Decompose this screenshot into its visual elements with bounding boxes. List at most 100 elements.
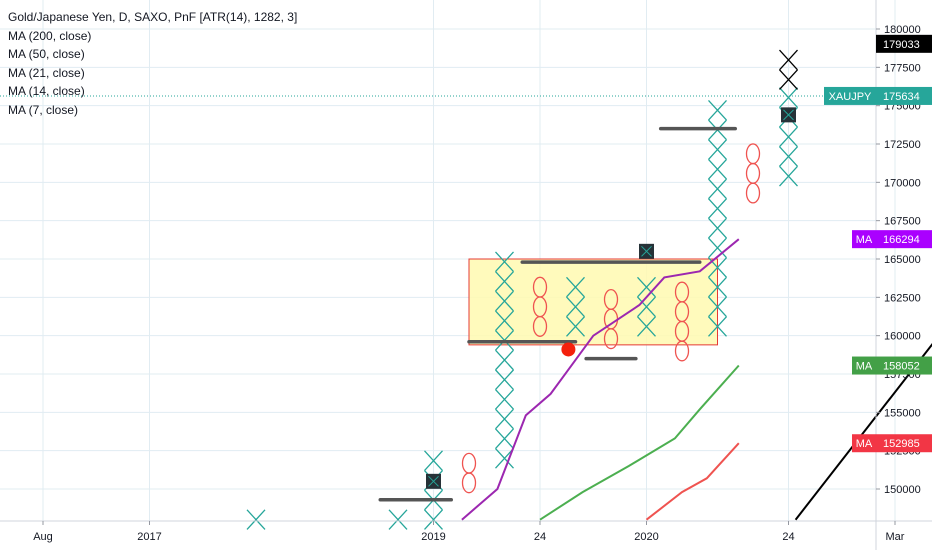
x-mark: [566, 316, 585, 337]
o-mark: [674, 281, 690, 303]
x-mark: [779, 165, 798, 187]
pnf-marks: [246, 49, 798, 530]
x-mark: [708, 178, 727, 200]
badge-label: MA: [856, 361, 873, 373]
badge-value-bg: [876, 230, 932, 249]
o-mark: [461, 452, 477, 474]
x-mark: [708, 99, 727, 121]
o-mark: [745, 143, 761, 165]
badge-label: XAUJPY: [829, 91, 872, 103]
badge-value: 175634: [883, 91, 920, 103]
x-mark: [637, 276, 656, 298]
badge-value-bg: [876, 34, 932, 53]
x-mark: [708, 217, 727, 239]
o-mark: [532, 276, 548, 298]
price-axis[interactable]: 1500001525001550001575001600001625001650…: [875, 0, 921, 550]
legend-ma-21[interactable]: MA (21, close): [8, 65, 85, 80]
time-tick-label: Mar: [886, 531, 905, 543]
x-mark: [495, 448, 514, 469]
ma-line-purple: [461, 238, 740, 521]
legend-ma-50[interactable]: MA (50, close): [8, 47, 85, 61]
x-mark: [388, 509, 408, 530]
x-mark: [779, 69, 798, 90]
time-axis[interactable]: AprAug2017201924202024Mar9: [0, 520, 932, 543]
x-mark: [495, 428, 514, 449]
badge-value-bg: [876, 86, 932, 105]
ma-line-red: [645, 442, 740, 521]
chart-legend: Gold/Japanese Yen, D, SAXO, PnF [ATR(14)…: [8, 8, 297, 119]
price-tick-label: 170000: [884, 177, 921, 189]
x-mark: [566, 276, 585, 298]
x-mark: [495, 389, 514, 410]
x-mark: [779, 49, 798, 71]
time-tick-label: 2017: [137, 531, 161, 543]
x-mark: [495, 310, 514, 331]
x-mark: [708, 158, 727, 180]
x-mark: [708, 276, 727, 298]
badge-value: 158052: [883, 361, 920, 373]
x-mark: [708, 139, 727, 160]
badge-label-bg: [852, 434, 876, 453]
x-mark: [495, 369, 514, 390]
badge-label-bg: [824, 86, 876, 105]
legend-ma-7[interactable]: MA (7, close): [8, 102, 79, 117]
badge-value: 152985: [883, 438, 920, 450]
o-mark: [603, 288, 619, 310]
legend-ma-14[interactable]: MA (14, close): [8, 84, 85, 98]
badge-label: MA: [856, 438, 873, 450]
x-mark: [495, 271, 514, 292]
badge-value: 179033: [883, 39, 920, 51]
x-mark: [495, 349, 514, 371]
price-tick-label: 180000: [884, 24, 921, 36]
price-tick-label: 150000: [884, 484, 921, 496]
x-mark: [424, 450, 443, 471]
o-mark: [745, 182, 761, 204]
time-tick-label: Aug: [33, 531, 53, 543]
square-marker-x: [783, 109, 794, 121]
x-mark: [708, 257, 727, 278]
x-mark: [708, 237, 727, 259]
price-tick-label: 165000: [884, 254, 921, 266]
time-tick-label: 2019: [421, 531, 445, 543]
x-mark: [495, 290, 514, 312]
dot-marker: [561, 342, 576, 357]
badge-label-bg: [852, 356, 876, 375]
square-marker-x: [641, 245, 652, 257]
square-marker-x: [428, 475, 439, 487]
x-mark: [495, 251, 514, 273]
ma-line-green: [539, 364, 740, 521]
price-badges: 179033 XAUJPY 175634 MA 166294 MA 158052 MA 1529…: [824, 34, 932, 453]
price-tick-label: 155000: [884, 407, 921, 419]
price-tick-label: 177500: [884, 62, 921, 74]
symbol-title[interactable]: Gold/Japanese Yen, D, SAXO, PnF [ATR(14)…: [8, 10, 298, 24]
badge-value: 166294: [883, 234, 920, 246]
price-tick-label: 167500: [884, 216, 921, 228]
x-mark: [246, 509, 266, 530]
badge-label-bg: [852, 230, 876, 249]
x-mark: [495, 408, 514, 430]
x-mark: [566, 296, 585, 318]
x-mark: [708, 296, 727, 318]
badge-value-bg: [876, 434, 932, 453]
x-mark: [779, 126, 798, 148]
x-mark: [779, 87, 798, 108]
chart-markers: [426, 107, 796, 489]
x-mark: [637, 316, 656, 337]
x-mark: [708, 316, 727, 337]
legend-ma-200[interactable]: MA (200, close): [8, 28, 92, 43]
x-mark: [424, 509, 443, 530]
x-mark: [708, 198, 727, 219]
price-tick-label: 172500: [884, 139, 921, 151]
badge-label: MA: [856, 234, 873, 246]
price-tick-label: 162500: [884, 292, 921, 304]
support-lines: [0, 95, 876, 502]
badge-value-bg: [876, 356, 932, 375]
o-mark: [461, 472, 477, 494]
x-mark: [779, 146, 798, 167]
o-mark: [745, 162, 761, 184]
time-tick-label: 24: [782, 531, 794, 543]
price-tick-label: 160000: [884, 331, 921, 343]
x-mark: [637, 296, 656, 318]
time-tick-label: 2020: [634, 531, 658, 543]
